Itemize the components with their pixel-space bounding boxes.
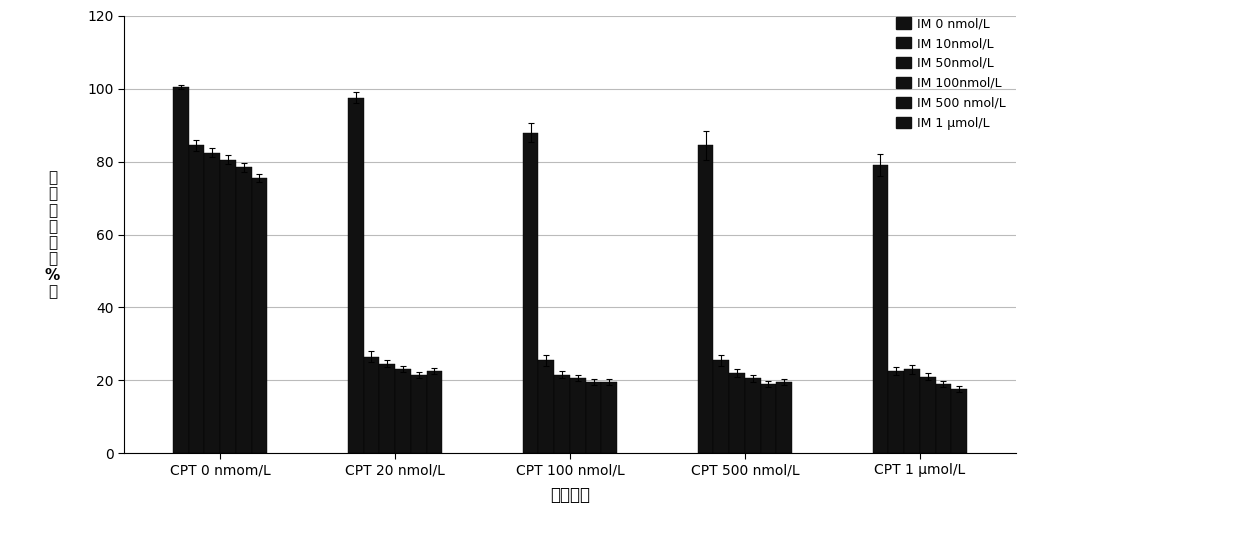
- Bar: [872, 165, 888, 453]
- Bar: [173, 87, 188, 453]
- Bar: [539, 360, 554, 453]
- Bar: [379, 364, 395, 453]
- Bar: [554, 375, 570, 453]
- Bar: [570, 378, 586, 453]
- Bar: [745, 378, 761, 453]
- Bar: [601, 382, 617, 453]
- Bar: [221, 160, 235, 453]
- Legend: IM 0 nmol/L, IM 10nmol/L, IM 50nmol/L, IM 100nmol/L, IM 500 nmol/L, IM 1 μmol/L: IM 0 nmol/L, IM 10nmol/L, IM 50nmol/L, I…: [892, 13, 1010, 133]
- Bar: [235, 167, 252, 453]
- Bar: [714, 360, 729, 453]
- Bar: [777, 382, 792, 453]
- Bar: [729, 373, 745, 453]
- Bar: [204, 152, 221, 453]
- Bar: [188, 146, 204, 453]
- Bar: [698, 146, 714, 453]
- Bar: [919, 376, 935, 453]
- Bar: [952, 389, 966, 453]
- Bar: [586, 382, 601, 453]
- Text: 细
胞
存
活
率
（
%
）: 细 胞 存 活 率 （ % ）: [45, 171, 61, 298]
- Bar: [935, 384, 952, 453]
- Bar: [523, 133, 539, 453]
- Bar: [411, 375, 426, 453]
- Bar: [363, 357, 379, 453]
- Bar: [395, 369, 411, 453]
- Bar: [348, 98, 363, 453]
- Bar: [426, 371, 442, 453]
- Bar: [761, 384, 777, 453]
- X-axis label: 药物浓度: 药物浓度: [550, 486, 590, 504]
- Bar: [904, 369, 919, 453]
- Bar: [252, 178, 268, 453]
- Bar: [888, 371, 904, 453]
